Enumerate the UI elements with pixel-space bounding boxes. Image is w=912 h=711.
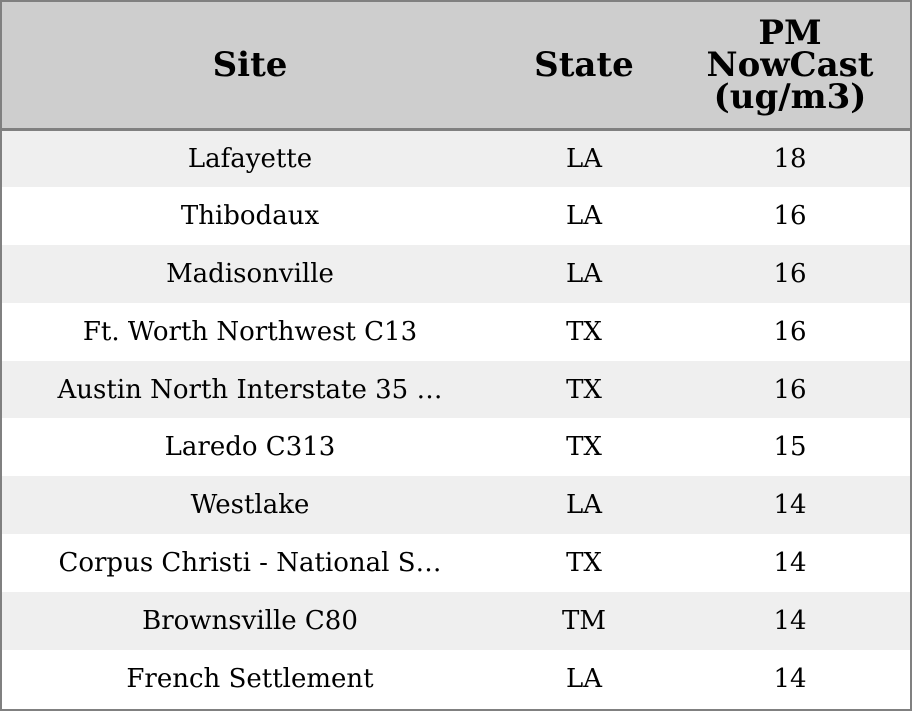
table-row: Thibodaux LA 16 xyxy=(2,186,910,245)
cell-pm-nowcast: 16 xyxy=(773,258,807,289)
cell-state: LA xyxy=(565,490,603,521)
cell-pm-nowcast: 16 xyxy=(773,374,807,405)
header-pm-line1: PM xyxy=(758,12,822,53)
cell-site: Corpus Christi - National S… xyxy=(58,548,442,579)
cell-site: Ft. Worth Northwest C13 xyxy=(82,316,418,347)
cell-site: Brownsville C80 xyxy=(142,606,358,637)
table-row: French Settlement LA 14 xyxy=(2,650,910,708)
table-row: Austin North Interstate 35 … TX 16 xyxy=(2,360,910,419)
cell-pm-nowcast: 14 xyxy=(773,663,807,694)
header-site: Site xyxy=(2,2,498,131)
table-row: Laredo C313 TX 15 xyxy=(2,418,910,477)
cell-state: LA xyxy=(565,143,603,174)
cell-state: TX xyxy=(566,432,602,463)
table-row: Lafayette LA 18 xyxy=(2,129,910,187)
cell-pm-nowcast: 18 xyxy=(773,143,807,174)
cell-site: Laredo C313 xyxy=(164,432,336,463)
table-row: Brownsville C80 TM 14 xyxy=(2,592,910,651)
header-pm-line2: NowCast xyxy=(706,44,874,85)
cell-site: French Settlement xyxy=(126,663,374,694)
cell-state: LA xyxy=(565,200,603,231)
cell-site: Austin North Interstate 35 … xyxy=(57,374,443,405)
cell-state: TX xyxy=(566,374,602,405)
cell-pm-nowcast: 14 xyxy=(773,548,807,579)
cell-pm-nowcast: 14 xyxy=(773,606,807,637)
cell-pm-nowcast: 14 xyxy=(773,490,807,521)
cell-state: LA xyxy=(565,258,603,289)
table-row: Ft. Worth Northwest C13 TX 16 xyxy=(2,302,910,361)
header-row: Site State PM NowCast (ug/m3) xyxy=(2,2,910,131)
table-row: Corpus Christi - National S… TX 14 xyxy=(2,534,910,593)
table-body: Lafayette LA 18 Thibodaux LA 16 Madisonville LA… xyxy=(2,129,910,708)
header-pm-nowcast: PM NowCast (ug/m3) xyxy=(670,2,910,131)
table-row: Madisonville LA 16 xyxy=(2,244,910,303)
cell-site: Thibodaux xyxy=(180,200,320,231)
header-pm-line3: (ug/m3) xyxy=(713,76,867,117)
cell-state: LA xyxy=(565,663,603,694)
cell-site: Madisonville xyxy=(166,258,334,289)
cell-site: Lafayette xyxy=(187,143,313,174)
table-row: Westlake LA 14 xyxy=(2,476,910,535)
cell-state: TX xyxy=(566,548,602,579)
header-state: State xyxy=(498,2,670,131)
cell-pm-nowcast: 15 xyxy=(773,432,807,463)
cell-pm-nowcast: 16 xyxy=(773,316,807,347)
cell-state: TX xyxy=(566,316,602,347)
cell-state: TM xyxy=(562,606,606,637)
cell-site: Westlake xyxy=(190,490,310,521)
cell-pm-nowcast: 16 xyxy=(773,200,807,231)
